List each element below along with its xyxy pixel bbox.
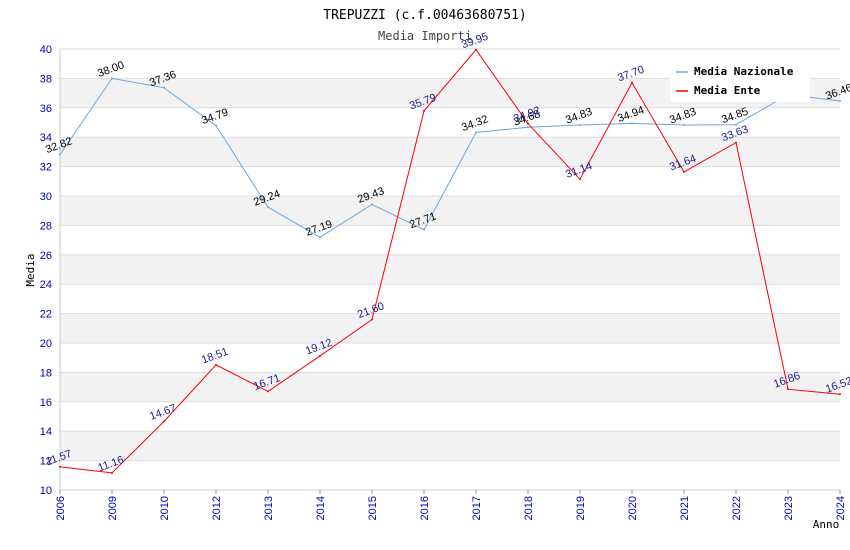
point-ente <box>371 318 373 321</box>
x-tick-label: 2009 <box>107 496 119 520</box>
point-ente <box>423 109 425 112</box>
point-ente <box>579 178 581 181</box>
x-tick-label: 2020 <box>627 496 639 520</box>
grid-band <box>60 431 840 461</box>
grid-band <box>60 313 840 343</box>
chart-title: TREPUZZI (c.f.00463680751) <box>323 8 527 23</box>
legend: Media Nazionale Media Ente <box>670 60 810 102</box>
y-tick-label: 22 <box>40 309 52 321</box>
y-tick-label: 38 <box>40 73 52 85</box>
y-tick-label: 24 <box>40 279 52 291</box>
grid-band <box>60 254 840 285</box>
x-tick-label: 2012 <box>211 496 223 520</box>
grid-band <box>60 284 840 314</box>
y-tick-label: 26 <box>40 250 52 262</box>
y-tick-label: 18 <box>40 367 52 379</box>
grid-band <box>60 372 840 402</box>
x-tick-label: 2016 <box>419 496 431 520</box>
point-nazionale <box>319 236 321 239</box>
y-tick-label: 20 <box>40 338 52 350</box>
grid-band <box>60 343 840 373</box>
x-tick-label: 2021 <box>679 496 691 520</box>
x-axis-label: Anno <box>813 518 840 531</box>
point-nazionale <box>163 86 165 89</box>
point-nazionale <box>215 124 217 127</box>
point-ente <box>683 170 685 173</box>
legend-box <box>670 60 810 102</box>
y-tick-labels: 10 12 14 16 18 20 22 24 26 28 30 32 34 36 38 40 <box>40 44 52 497</box>
x-tick-label: 2006 <box>55 496 67 520</box>
legend-label-nazionale: Media Nazionale <box>694 65 794 78</box>
point-nazionale <box>371 203 373 206</box>
point-ente <box>631 81 633 84</box>
point-nazionale <box>683 123 685 126</box>
x-tick-label: 2024 <box>835 496 847 520</box>
point-ente <box>527 122 529 125</box>
chart-subtitle: Media Importi <box>378 29 472 43</box>
point-nazionale <box>475 131 477 134</box>
y-tick-label: 32 <box>40 162 52 174</box>
x-tick-label: 2018 <box>523 496 535 520</box>
y-axis-label: Media <box>24 253 37 286</box>
point-nazionale <box>267 206 269 209</box>
series-line-media-nazionale <box>59 77 841 238</box>
point-nazionale <box>423 228 425 231</box>
x-tick-label: 2017 <box>471 496 483 520</box>
point-ente <box>267 390 269 393</box>
point-ente <box>475 48 477 51</box>
grid-band <box>60 401 840 432</box>
grid-band <box>60 137 840 167</box>
axes <box>59 49 840 491</box>
y-tick-label: 40 <box>40 44 52 56</box>
x-tick-label: 2014 <box>315 496 327 520</box>
point-nazionale <box>579 123 581 126</box>
x-tick-labels: 2006 2009 2010 2012 2013 2014 2015 2016 2017 2018… <box>55 490 847 520</box>
point-nazionale <box>735 123 737 126</box>
series-lines <box>59 48 841 474</box>
point-nazionale <box>839 100 841 103</box>
point-nazionale <box>527 126 529 129</box>
grid-band <box>60 196 840 226</box>
point-ente <box>111 471 113 474</box>
grid-bands <box>60 49 840 490</box>
y-tick-label: 16 <box>40 397 52 409</box>
legend-label-ente: Media Ente <box>694 84 761 97</box>
point-ente <box>59 465 61 468</box>
x-tick-label: 2019 <box>575 496 587 520</box>
point-ente <box>319 354 321 357</box>
x-tick-label: 2023 <box>783 496 795 520</box>
grid-band <box>60 225 840 255</box>
y-tick-label: 36 <box>40 103 52 115</box>
grid-band <box>60 460 840 490</box>
point-ente <box>787 388 789 391</box>
x-tick-label: 2015 <box>367 496 379 520</box>
y-tick-label: 34 <box>40 132 52 144</box>
y-tick-label: 14 <box>40 426 52 438</box>
series-line-media-ente <box>59 48 841 474</box>
x-tick-label: 2022 <box>731 496 743 520</box>
point-ente <box>839 393 841 396</box>
point-ente <box>163 420 165 423</box>
y-tick-label: 10 <box>40 485 52 497</box>
x-tick-label: 2010 <box>159 496 171 520</box>
y-tick-label: 30 <box>40 191 52 203</box>
point-ente <box>735 141 737 144</box>
point-ente <box>215 363 217 366</box>
grid-band <box>60 107 840 138</box>
point-nazionale <box>111 77 113 80</box>
point-nazionale <box>631 122 633 125</box>
point-nazionale <box>59 153 61 156</box>
x-tick-label: 2013 <box>263 496 275 520</box>
y-tick-label: 28 <box>40 220 52 232</box>
y-tick-label: 12 <box>40 456 52 468</box>
